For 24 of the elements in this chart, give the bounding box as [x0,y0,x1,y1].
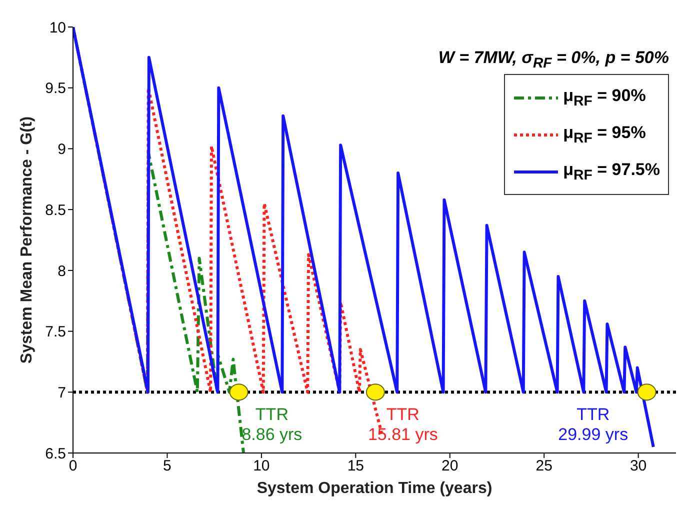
x-tick-label: 0 [68,458,78,475]
legend-label: μ$_{RF}$ = 90% [563,86,646,110]
y-tick-label: 7.5 [45,324,66,341]
y-tick-label: 8.5 [45,202,66,219]
x-tick-label: 5 [163,458,172,475]
x-tick-label: 20 [442,458,458,475]
y-tick-label: 9.5 [45,80,66,98]
annotation: TTR 8.86 yrs [242,405,302,444]
legend-label: μ$_{RF}$ = 97.5% [563,160,660,184]
y-axis-title: System Mean Performance - G(t) [18,116,36,364]
annotation: W = 7MW, σ$_{RF}$ = 0%, p = 50% [438,48,669,72]
x-axis-title: System Operation Time (years) [256,480,492,497]
x-tick-label: 25 [536,458,552,475]
legend-label: μ$_{RF}$ = 95% [563,122,646,146]
y-tick-label: 6.5 [45,445,66,462]
y-tick-label: 8 [58,262,66,280]
annotation: TTR 29.99 yrs [558,405,628,444]
annotation: TTR 15.81 yrs [368,405,438,444]
x-tick-label: 10 [253,458,270,475]
y-tick-label: 9 [58,141,66,158]
x-tick-label: 15 [347,458,364,475]
x-tick-label: 30 [630,458,647,475]
y-tick-label: 7 [58,384,66,402]
y-tick-label: 10 [49,19,66,36]
